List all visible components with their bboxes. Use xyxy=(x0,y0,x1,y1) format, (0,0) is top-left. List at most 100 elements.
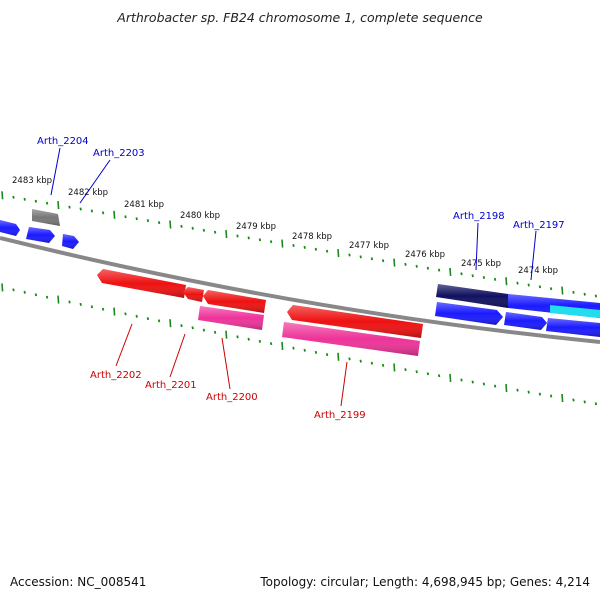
gene-label-arth-2203[interactable]: Arth_2203 xyxy=(93,148,145,159)
scale-label-2481: 2481 kbp xyxy=(124,200,164,210)
reverse-tick-track xyxy=(1,283,598,406)
leader-line-arth-2198 xyxy=(475,222,479,271)
scale-label-2480: 2480 kbp xyxy=(180,211,220,221)
forward-gene-labels: Arth_2204 Arth_2203 Arth_2198 Arth_2197 xyxy=(37,136,565,281)
minor-tick xyxy=(527,390,530,394)
minor-tick xyxy=(236,335,239,339)
minor-tick xyxy=(236,234,239,238)
minor-tick xyxy=(572,290,575,294)
minor-tick xyxy=(381,259,385,263)
gene-label-arth-2197[interactable]: Arth_2197 xyxy=(513,220,565,231)
major-tick xyxy=(1,283,4,292)
minor-tick xyxy=(538,392,542,396)
major-tick xyxy=(561,393,564,403)
minor-tick xyxy=(359,359,362,363)
gene-arrow-arth-2199-red-shade xyxy=(287,305,423,338)
minor-tick xyxy=(348,253,351,257)
minor-tick xyxy=(572,398,575,402)
leader-line-arth-2203 xyxy=(79,159,111,204)
gene-arrow-arth-2202-shade xyxy=(97,269,186,298)
minor-tick xyxy=(157,319,161,323)
reverse-gene-labels: Arth_2202 Arth_2201 Arth_2200 Arth_2199 xyxy=(90,323,366,421)
major-tick xyxy=(505,384,508,393)
gene-arrow-arth-2201-shade xyxy=(183,287,204,302)
minor-tick xyxy=(594,402,598,406)
minor-tick xyxy=(404,368,407,372)
gene-label-arth-2200[interactable]: Arth_2200 xyxy=(206,392,258,403)
major-tick xyxy=(169,319,172,328)
minor-tick xyxy=(516,281,519,285)
major-tick xyxy=(113,307,116,316)
minor-tick xyxy=(493,384,497,388)
minor-tick xyxy=(79,207,82,211)
scale-label-2482: 2482 kbp xyxy=(68,188,108,198)
scale-label-2478: 2478 kbp xyxy=(292,232,332,242)
minor-tick xyxy=(460,378,463,382)
major-tick xyxy=(449,267,452,276)
major-tick xyxy=(505,277,508,286)
minor-tick xyxy=(191,326,194,330)
minor-tick xyxy=(583,292,586,296)
minor-tick xyxy=(292,346,295,350)
major-tick xyxy=(1,191,4,200)
accession-text: Accession: NC_008541 xyxy=(10,575,147,589)
minor-tick xyxy=(180,224,183,228)
gene-label-arth-2204[interactable]: Arth_2204 xyxy=(37,136,89,147)
gene-label-arth-2202[interactable]: Arth_2202 xyxy=(90,370,142,381)
minor-tick xyxy=(101,211,105,215)
minor-tick xyxy=(437,374,441,378)
minor-tick xyxy=(381,363,385,367)
minor-tick xyxy=(404,262,407,266)
minor-tick xyxy=(68,205,71,209)
minor-tick xyxy=(583,400,586,404)
minor-tick xyxy=(34,199,38,203)
minor-tick xyxy=(213,230,217,234)
minor-tick xyxy=(292,243,295,248)
minor-tick xyxy=(79,302,82,306)
gene-arrow-arth-2203b-shade xyxy=(62,234,79,249)
minor-tick xyxy=(45,295,49,299)
gene-arrow-cyan[interactable] xyxy=(550,305,600,318)
gene-arrow-arth-2198-b-shade xyxy=(435,302,503,325)
minor-tick xyxy=(101,307,105,311)
sequence-backbone xyxy=(0,236,600,344)
minor-tick xyxy=(415,264,418,268)
minor-tick xyxy=(594,294,598,298)
forward-tick-track xyxy=(1,191,598,298)
minor-tick xyxy=(135,217,138,221)
minor-tick xyxy=(135,314,138,318)
gene-arrow-arth-2199-rna-shade xyxy=(282,322,420,356)
minor-tick xyxy=(482,382,486,386)
minor-tick xyxy=(370,361,374,365)
minor-tick xyxy=(247,337,250,341)
major-tick xyxy=(225,330,228,339)
minor-tick xyxy=(549,287,553,291)
topology-summary-text: Topology: circular; Length: 4,698,945 bp… xyxy=(260,575,590,589)
gene-arrow-arth-2200-rna-shade xyxy=(198,306,264,330)
minor-tick xyxy=(426,372,430,376)
gene-label-arth-2199[interactable]: Arth_2199 xyxy=(314,410,366,421)
leader-line-arth-2204 xyxy=(50,147,61,196)
minor-tick xyxy=(415,370,418,374)
minor-tick xyxy=(471,274,474,278)
map-title: Arthrobacter sp. FB24 chromosome 1, comp… xyxy=(117,10,483,25)
gene-label-arth-2198[interactable]: Arth_2198 xyxy=(453,211,505,222)
scale-label-2474: 2474 kbp xyxy=(518,266,558,276)
minor-tick xyxy=(370,257,374,261)
minor-tick xyxy=(146,219,150,223)
leader-line-arth-2202 xyxy=(115,323,133,367)
minor-tick xyxy=(538,285,542,289)
minor-tick xyxy=(23,197,26,201)
major-tick xyxy=(169,220,172,229)
major-tick xyxy=(337,352,340,361)
minor-tick xyxy=(68,300,71,304)
minor-tick xyxy=(549,394,553,398)
minor-tick xyxy=(34,293,38,297)
gene-label-arth-2201[interactable]: Arth_2201 xyxy=(145,380,197,391)
minor-tick xyxy=(23,290,26,294)
major-tick xyxy=(281,341,284,350)
gene-arrow-left-partial-shade xyxy=(0,220,20,236)
minor-tick xyxy=(527,283,530,287)
forward-genes xyxy=(0,209,600,337)
